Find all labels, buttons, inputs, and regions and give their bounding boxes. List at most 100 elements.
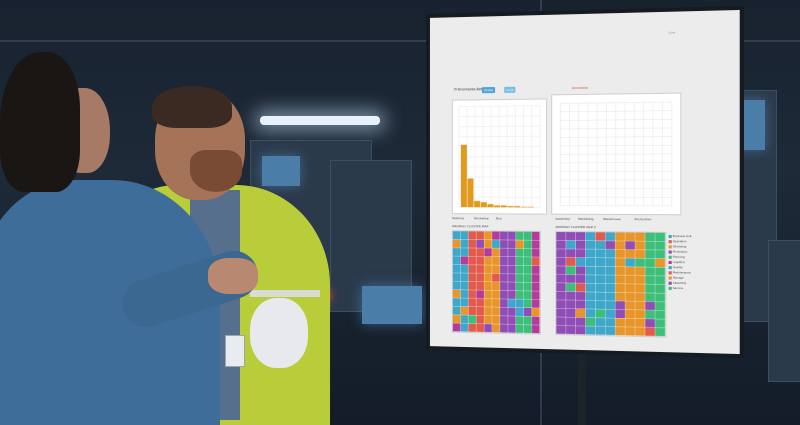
- engineer-beard: [190, 150, 242, 192]
- heatmap-cell: [492, 257, 500, 265]
- heatmap-cell: [645, 319, 655, 328]
- heatmap-cell: [484, 324, 492, 332]
- heatmap-cell: [532, 274, 540, 282]
- heatmap-cell: [596, 284, 606, 292]
- heatmap-cell: [484, 316, 492, 324]
- heatmap-cell: [484, 248, 492, 256]
- heatmap-cell: [532, 266, 540, 274]
- heatmap-cell: [566, 326, 575, 334]
- legend-swatch: [669, 271, 672, 274]
- heatmap-cell: [516, 257, 524, 265]
- heatmap-cell: [461, 282, 469, 290]
- heatmap-cell: [586, 241, 596, 249]
- heatmap-left-frame: [452, 230, 541, 334]
- grid-line: [560, 128, 671, 129]
- heatmap-cell: [596, 275, 606, 283]
- heatmap-cell: [605, 309, 615, 317]
- heatmap-cell: [508, 240, 516, 248]
- heatmap-cell: [605, 318, 615, 326]
- bar: [467, 178, 473, 207]
- heatmap-cell: [461, 290, 469, 298]
- heatmap-cell: [524, 249, 532, 257]
- heatmap-cell: [516, 291, 524, 299]
- reflective-stripe: [250, 290, 320, 297]
- heatmap-cell: [492, 316, 500, 324]
- heatmap-cell: [484, 299, 492, 307]
- heatmap-cell: [586, 258, 596, 266]
- heatmap-cell: [596, 258, 606, 266]
- heatmap-cell: [556, 258, 565, 266]
- industrial-machine: [768, 240, 800, 382]
- heatmap-cell: [453, 281, 461, 289]
- heatmap-cell: [469, 240, 477, 248]
- heatmap-cell: [645, 259, 655, 267]
- heatmap-cell: [576, 266, 586, 274]
- heatmap-cell: [576, 326, 586, 334]
- heatmap-cell: [605, 301, 615, 309]
- heatmap-cell: [532, 257, 540, 265]
- heatmap-cell: [625, 258, 635, 266]
- heatmap-cell: [655, 259, 665, 267]
- heatmap-cell: [461, 240, 469, 248]
- dashboard-screen: IT-Anomalies-Beta Global Local Anomalies…: [430, 10, 740, 354]
- heatmap-cell: [524, 274, 532, 282]
- dashboard-title: IT-Anomalies-Beta: [454, 87, 485, 91]
- grid-line: [560, 102, 671, 103]
- legend-label: Workshop: [673, 245, 687, 248]
- heatmap-cell: [576, 258, 586, 266]
- heatmap-cell: [476, 324, 484, 332]
- bar-category-label: Stations: [452, 216, 464, 220]
- heatmap-cell: [453, 290, 461, 298]
- heatmap-cell: [645, 284, 655, 292]
- legend-anomalies: Anomalies: [572, 86, 588, 90]
- heatmap-cell: [596, 249, 606, 257]
- legend-swatch: [669, 245, 672, 248]
- heatmap-cell: [655, 310, 665, 319]
- trend-chart: [551, 93, 681, 216]
- heatmap-cell: [524, 240, 532, 248]
- heatmap-cell: [516, 282, 524, 290]
- heatmap-cell: [576, 283, 586, 291]
- heatmap-left: [453, 231, 540, 333]
- heatmap-cell: [532, 317, 540, 325]
- heatmap-cell: [532, 325, 540, 333]
- heatmap-cell: [532, 232, 540, 240]
- heatmap-cell: [625, 250, 635, 258]
- global-filter-button[interactable]: Global: [482, 87, 495, 93]
- heatmap-cell: [500, 307, 508, 315]
- heatmap-cell: [645, 276, 655, 284]
- local-filter-button[interactable]: Local: [504, 87, 515, 93]
- heatmap-cell: [484, 273, 492, 281]
- heatmap-cell: [556, 300, 565, 308]
- heatmap-cell: [469, 282, 477, 290]
- heatmap-cell: [576, 249, 586, 257]
- heatmap-cell: [586, 326, 596, 334]
- heatmap-cell: [556, 283, 565, 291]
- heatmap-cell: [635, 293, 645, 301]
- heatmap-cell: [615, 301, 625, 309]
- heatmap-cell: [645, 250, 655, 258]
- heatmap-cell: [596, 301, 606, 309]
- heatmap-cell: [615, 293, 625, 301]
- heatmap-cell: [655, 285, 665, 293]
- heatmap-cell: [524, 308, 532, 316]
- heatmap-cell: [625, 284, 635, 292]
- legend-label: Production: [673, 251, 688, 254]
- heatmap-cell: [596, 267, 606, 275]
- heatmap-cell: [476, 257, 484, 265]
- heatmap-cell: [476, 265, 484, 273]
- legend-label: Storage: [673, 277, 684, 280]
- grid-line: [459, 126, 540, 127]
- heatmap-cell: [476, 240, 484, 248]
- heatmap-cell: [492, 240, 500, 248]
- legend-swatch: [669, 261, 672, 264]
- heatmap-cell: [461, 265, 469, 273]
- heatmap-cell: [492, 232, 500, 240]
- heatmap-cell: [605, 284, 615, 292]
- bar-category-label: Bus: [496, 216, 502, 220]
- heatmap-cell: [586, 232, 596, 240]
- heatmap-cell: [500, 257, 508, 265]
- heatmap-cell: [484, 307, 492, 315]
- workstation-screen: [362, 286, 422, 324]
- heatmap-cell: [492, 324, 500, 332]
